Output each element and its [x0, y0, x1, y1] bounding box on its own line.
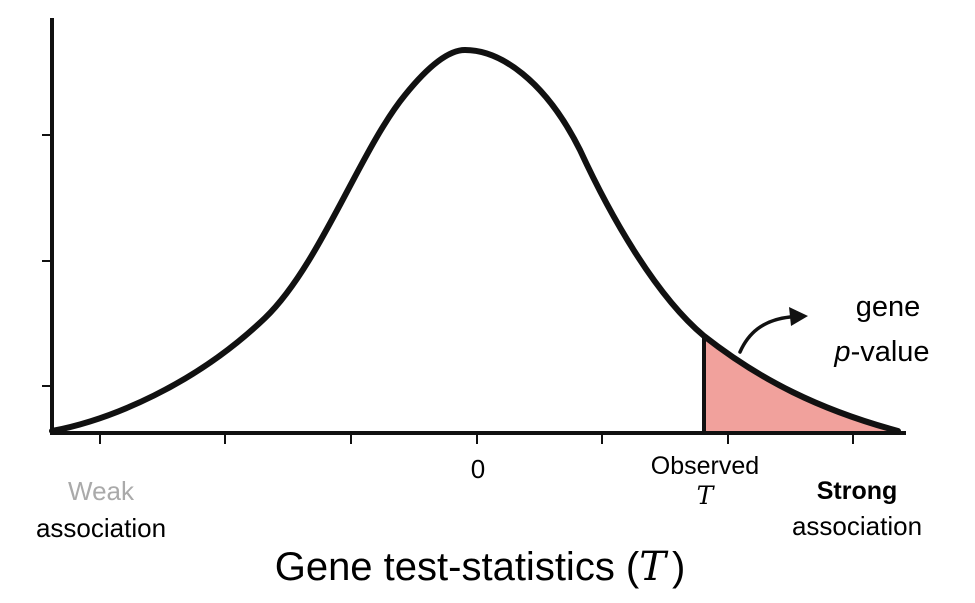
observed-symbol: T: [697, 481, 716, 510]
annotation-value: -value: [851, 336, 930, 368]
weak-association-label: association: [36, 513, 166, 543]
annotation-arrow: [738, 315, 792, 354]
annotation-gene: gene: [856, 291, 921, 323]
x-axis-title-close: ): [672, 545, 685, 589]
x-axis-title-symbol: T: [639, 544, 669, 590]
x-axis-title-main: Gene test-statistics (: [275, 545, 640, 589]
x-tick-zero-label: 0: [471, 454, 485, 484]
annotation-p: p: [833, 336, 850, 368]
strong-association-label: association: [792, 511, 922, 541]
weak-label: Weak: [68, 476, 135, 506]
p-value-tail-area: [704, 336, 898, 433]
arrow-head-icon: [789, 307, 808, 326]
x-axis-title: Gene test-statistics (T): [275, 544, 686, 590]
null-distribution-curve: [49, 47, 901, 434]
observed-label: Observed: [651, 452, 759, 480]
annotation-p-value: p-value: [833, 336, 929, 368]
strong-label: Strong: [817, 477, 898, 505]
